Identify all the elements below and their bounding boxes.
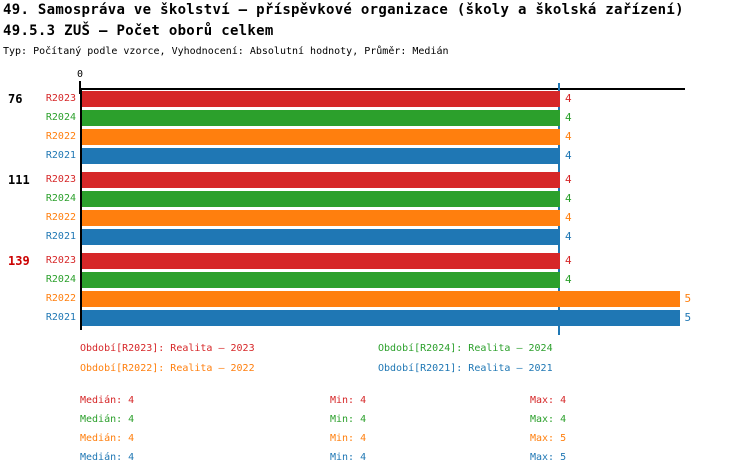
stat-max-R2022: Max: 5 bbox=[530, 433, 567, 444]
bar-row: R2022 5 bbox=[0, 291, 750, 307]
bar-group-76: 76 R2023 4 R2024 4 R2022 4 R2021 4 bbox=[0, 91, 750, 164]
series-label: R2023 bbox=[45, 255, 76, 266]
median-gridline bbox=[558, 83, 560, 335]
bar-row: 76 R2023 4 bbox=[0, 91, 750, 107]
series-label: R2021 bbox=[45, 150, 76, 161]
bar-value-label: 4 bbox=[565, 111, 572, 124]
bar-R2023[interactable] bbox=[82, 253, 560, 269]
bar-row: R2024 4 bbox=[0, 110, 750, 126]
bar-value-label: 4 bbox=[565, 92, 572, 105]
bar-row: R2021 5 bbox=[0, 310, 750, 326]
stat-max-R2023: Max: 4 bbox=[530, 395, 567, 406]
legend-item-2022]: Období[R2022]: Realita – 2022 bbox=[80, 363, 255, 374]
series-label: R2024 bbox=[45, 274, 76, 285]
legend-item-2021]: Období[R2021]: Realita – 2021 bbox=[378, 363, 553, 374]
bar-value-label: 4 bbox=[565, 173, 572, 186]
stat-max-R2024: Max: 4 bbox=[530, 414, 567, 425]
bar-R2021[interactable] bbox=[82, 229, 560, 245]
bar-value-label: 4 bbox=[565, 254, 572, 267]
category-label: 111 bbox=[8, 173, 30, 187]
x-axis-origin-label: 0 bbox=[76, 69, 84, 80]
series-label: R2021 bbox=[45, 312, 76, 323]
bar-R2024[interactable] bbox=[82, 191, 560, 207]
bar-row: R2024 4 bbox=[0, 191, 750, 207]
stat-median-R2023: Medián: 4 bbox=[80, 395, 135, 406]
bar-R2022[interactable] bbox=[82, 210, 560, 226]
y-axis-line bbox=[80, 88, 82, 330]
bar-value-label: 4 bbox=[565, 230, 572, 243]
series-label: R2021 bbox=[45, 231, 76, 242]
bar-row: R2022 4 bbox=[0, 210, 750, 226]
bar-R2023[interactable] bbox=[82, 91, 560, 107]
bar-row: R2021 4 bbox=[0, 229, 750, 245]
bar-row: R2024 4 bbox=[0, 272, 750, 288]
chart-subtitle: Typ: Počítaný podle vzorce, Vyhodnocení:… bbox=[3, 46, 449, 57]
series-label: R2022 bbox=[45, 212, 76, 223]
bar-value-label: 4 bbox=[565, 130, 572, 143]
series-label: R2023 bbox=[45, 174, 76, 185]
legend-item-2023]: Období[R2023]: Realita – 2023 bbox=[80, 343, 255, 354]
stat-min-R2023: Min: 4 bbox=[330, 395, 367, 406]
bar-value-label: 4 bbox=[565, 273, 572, 286]
bar-row: R2021 4 bbox=[0, 148, 750, 164]
stat-median-R2021: Medián: 4 bbox=[80, 452, 135, 463]
bar-value-label: 4 bbox=[565, 192, 572, 205]
bar-R2021[interactable] bbox=[82, 310, 680, 326]
stat-min-R2021: Min: 4 bbox=[330, 452, 367, 463]
bar-value-label: 4 bbox=[565, 211, 572, 224]
bar-R2024[interactable] bbox=[82, 110, 560, 126]
page-title: 49. Samospráva ve školství – příspěvkové… bbox=[3, 2, 684, 18]
bar-row: R2022 4 bbox=[0, 129, 750, 145]
bar-R2024[interactable] bbox=[82, 272, 560, 288]
bar-row: 111 R2023 4 bbox=[0, 172, 750, 188]
bar-R2022[interactable] bbox=[82, 291, 680, 307]
stat-median-R2022: Medián: 4 bbox=[80, 433, 135, 444]
stat-median-R2024: Medián: 4 bbox=[80, 414, 135, 425]
bar-group-139: 139 R2023 4 R2024 4 R2022 5 R2021 5 bbox=[0, 253, 750, 326]
x-axis-line bbox=[80, 88, 685, 90]
category-label: 76 bbox=[8, 92, 23, 106]
bar-R2021[interactable] bbox=[82, 148, 560, 164]
stat-min-R2022: Min: 4 bbox=[330, 433, 367, 444]
bar-chart-plot-area: 76 R2023 4 R2024 4 R2022 4 R2021 4 111 R2023 4 R2024… bbox=[0, 91, 750, 334]
series-label: R2024 bbox=[45, 112, 76, 123]
series-label: R2022 bbox=[45, 293, 76, 304]
bar-value-label: 5 bbox=[684, 292, 692, 305]
stat-max-R2021: Max: 5 bbox=[530, 452, 567, 463]
chart-title: 49.5.3 ZUŠ – Počet oborů celkem bbox=[3, 23, 274, 39]
series-label: R2023 bbox=[45, 93, 76, 104]
bar-group-111: 111 R2023 4 R2024 4 R2022 4 R2021 4 bbox=[0, 172, 750, 245]
axis-tick bbox=[79, 81, 81, 94]
bar-row: 139 R2023 4 bbox=[0, 253, 750, 269]
bar-R2023[interactable] bbox=[82, 172, 560, 188]
bar-R2022[interactable] bbox=[82, 129, 560, 145]
category-label: 139 bbox=[8, 254, 30, 268]
bar-value-label: 5 bbox=[684, 311, 692, 324]
legend-item-2024]: Období[R2024]: Realita – 2024 bbox=[378, 343, 553, 354]
series-label: R2022 bbox=[45, 131, 76, 142]
series-label: R2024 bbox=[45, 193, 76, 204]
stat-min-R2024: Min: 4 bbox=[330, 414, 367, 425]
bar-value-label: 4 bbox=[565, 149, 572, 162]
